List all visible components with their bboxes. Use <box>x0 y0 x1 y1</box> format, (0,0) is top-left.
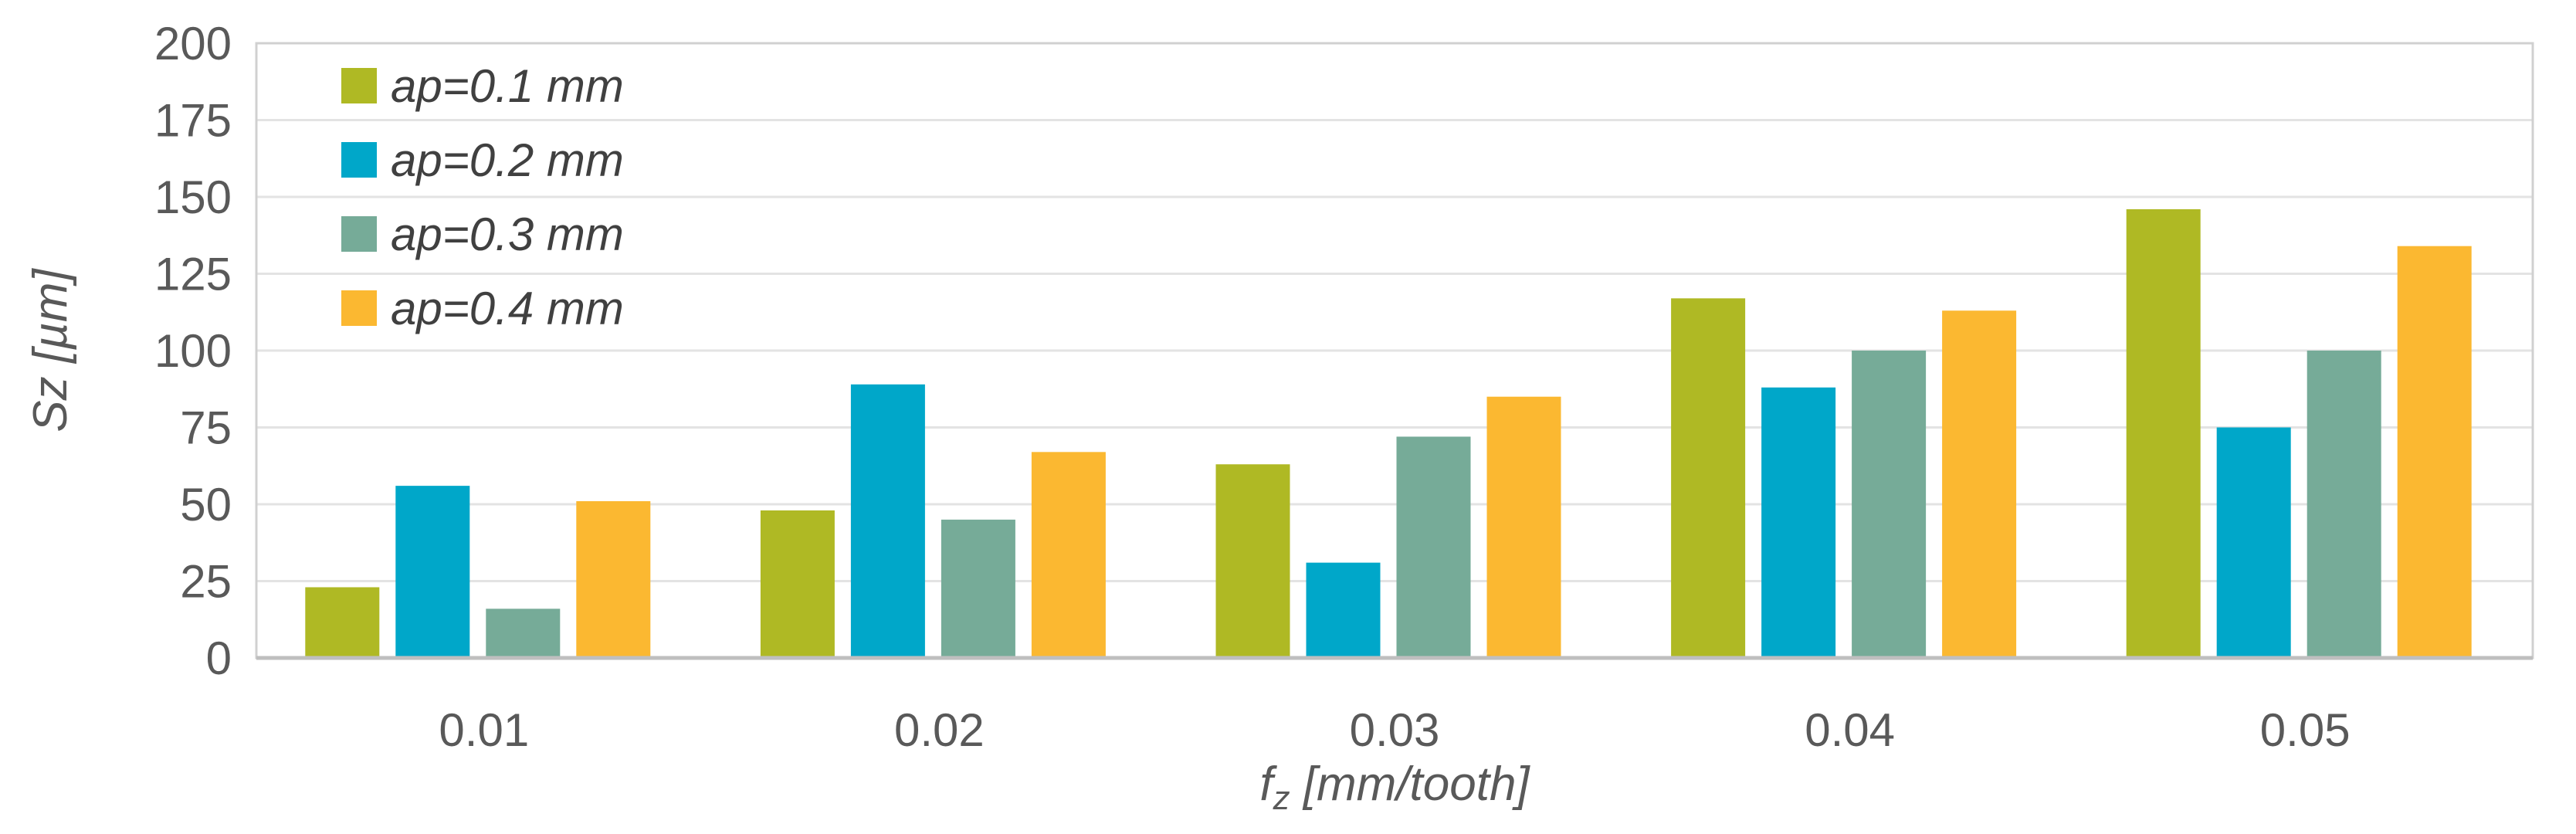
bar <box>1852 351 1927 658</box>
x-axis-title: fz [mm/tooth] <box>1259 758 1530 817</box>
x-tick-label: 0.02 <box>894 704 985 756</box>
bar <box>2397 246 2472 658</box>
y-tick-label: 75 <box>180 402 232 454</box>
bar <box>1396 436 1471 658</box>
legend-swatch <box>341 216 377 252</box>
x-tick-label: 0.04 <box>1805 704 1895 756</box>
bars <box>305 208 2472 658</box>
y-tick-label: 200 <box>154 18 232 70</box>
x-tick-label: 0.03 <box>1350 704 1440 756</box>
legend: ap=0.1 mm ap=0.2 mm ap=0.3 mm ap=0.4 mm <box>341 60 624 334</box>
x-tick-labels: 0.01 0.02 0.03 0.04 0.05 <box>439 704 2350 756</box>
legend-label: ap=0.3 mm <box>391 208 624 260</box>
bar <box>395 486 470 658</box>
x-axis-title-rest: [mm/tooth] <box>1290 758 1531 811</box>
legend-swatch <box>341 142 377 178</box>
bar <box>2216 427 2291 658</box>
legend-swatch <box>341 68 377 103</box>
bar <box>305 587 380 658</box>
bar <box>1942 310 2017 658</box>
bar <box>1761 387 1836 658</box>
legend-label: ap=0.2 mm <box>391 134 624 186</box>
y-tick-label: 175 <box>154 95 232 147</box>
bar <box>576 501 651 658</box>
bar <box>1671 298 1746 658</box>
legend-label: ap=0.4 mm <box>391 283 624 334</box>
bar <box>1215 464 1290 658</box>
y-tick-label: 25 <box>180 556 232 608</box>
y-tick-label: 50 <box>180 479 232 531</box>
x-tick-label: 0.05 <box>2260 704 2351 756</box>
bar <box>1306 562 1381 658</box>
legend-swatch <box>341 290 377 326</box>
y-tick-label: 150 <box>154 171 232 223</box>
x-tick-label: 0.01 <box>439 704 529 756</box>
y-tick-label: 0 <box>206 632 232 684</box>
bar <box>2307 351 2381 658</box>
bar <box>850 384 925 658</box>
y-axis-title: Sz [µm] <box>24 268 77 432</box>
y-tick-label: 125 <box>154 249 232 300</box>
bar <box>486 609 561 658</box>
bar <box>1031 452 1106 658</box>
bar <box>760 510 835 658</box>
y-tick-labels: 0 25 50 75 100 125 150 175 200 <box>154 18 232 684</box>
bar <box>1486 396 1561 658</box>
y-tick-label: 100 <box>154 325 232 377</box>
x-axis-title-subscript: z <box>1273 779 1290 817</box>
bar <box>2126 208 2201 658</box>
bar <box>941 519 1015 658</box>
legend-label: ap=0.1 mm <box>391 60 624 112</box>
